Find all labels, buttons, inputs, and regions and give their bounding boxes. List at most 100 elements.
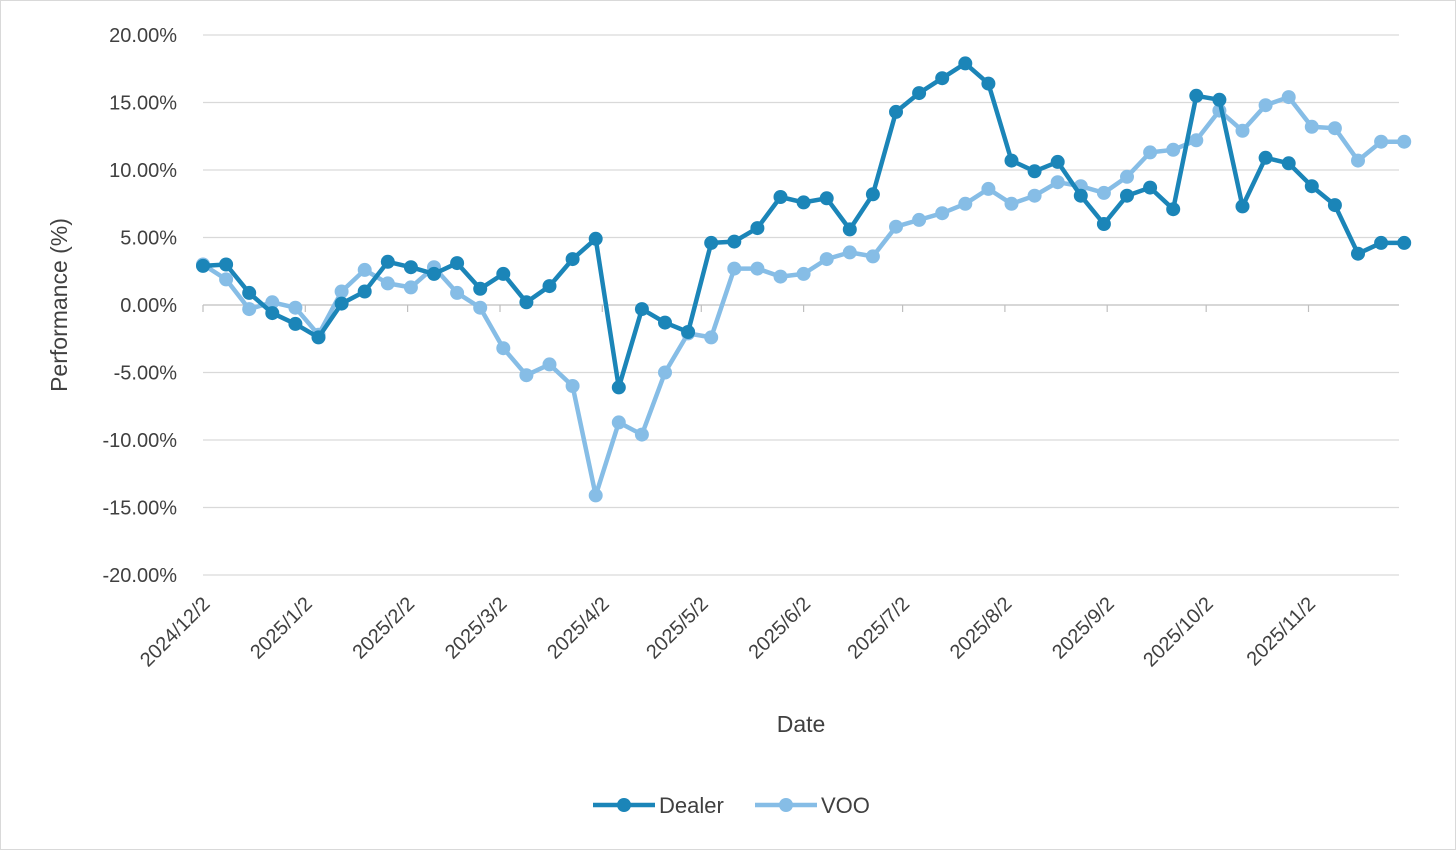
data-point (1327, 198, 1342, 213)
data-point (1397, 134, 1412, 149)
data-point (380, 254, 395, 269)
gridlines (203, 34, 1399, 576)
legend-label: VOO (821, 793, 870, 818)
data-point (542, 357, 557, 372)
data-point (519, 368, 534, 383)
data-point (889, 104, 903, 119)
data-point (1235, 123, 1250, 138)
x-tick-label: 2025/10/2 (1139, 593, 1217, 671)
data-point (750, 261, 765, 276)
data-point (796, 195, 811, 210)
x-tick-label: 2024/12/2 (136, 593, 214, 671)
x-tick-label: 2025/5/2 (642, 593, 713, 664)
data-point (519, 295, 534, 310)
data-point (265, 295, 280, 310)
data-point (935, 206, 950, 221)
x-tick-label: 2025/9/2 (1048, 593, 1119, 664)
data-point (1073, 188, 1088, 203)
data-point (403, 260, 418, 275)
data-point (750, 221, 765, 236)
data-point (1096, 217, 1111, 231)
data-point (565, 252, 580, 267)
data-point (912, 212, 927, 227)
x-axis-ticks: 2024/12/2 2025/1/2 2025/2/2 2025/3/2 2025/4/… (136, 305, 1320, 671)
data-point (912, 86, 927, 101)
data-point (1189, 88, 1204, 103)
data-point (1120, 188, 1134, 203)
data-point (611, 415, 626, 430)
data-point (1351, 246, 1365, 261)
y-axis-ticks: -20.00% -15.00% -10.00% -5.00% 0.00% 5.00% 10.… (103, 25, 178, 587)
data-point (219, 272, 234, 287)
data-point (634, 427, 649, 442)
data-point (981, 76, 996, 91)
data-point (588, 231, 603, 246)
data-point (473, 300, 488, 315)
data-point (1212, 92, 1227, 107)
x-tick-label: 2025/4/2 (543, 593, 614, 664)
data-point (242, 302, 257, 317)
y-tick-label: -15.00% (103, 498, 178, 520)
data-point (935, 71, 950, 86)
series-dealer (196, 56, 1412, 395)
data-point (658, 315, 672, 330)
data-point (634, 302, 649, 317)
data-point (357, 262, 372, 277)
x-tick-label: 2025/6/2 (745, 593, 816, 664)
data-point (1374, 235, 1389, 250)
data-point (1189, 133, 1204, 148)
legend-label: Dealer (659, 793, 724, 818)
data-point (773, 190, 788, 204)
data-point (450, 256, 465, 271)
data-point (842, 245, 857, 260)
data-point (1050, 175, 1065, 190)
data-point (1166, 142, 1181, 157)
data-point (704, 235, 719, 250)
data-point (865, 249, 880, 264)
legend-marker (617, 798, 631, 812)
data-point (1304, 119, 1319, 134)
data-point (496, 341, 511, 356)
data-point (542, 279, 557, 294)
data-point (565, 379, 580, 393)
data-point (380, 276, 395, 291)
y-tick-label: 15.00% (109, 93, 177, 115)
data-point (1397, 235, 1412, 250)
data-point (334, 296, 349, 311)
data-point (1374, 134, 1389, 149)
x-tick-label: 2025/11/2 (1243, 593, 1320, 670)
y-tick-label: -10.00% (103, 430, 178, 452)
y-tick-label: 20.00% (109, 25, 177, 47)
data-point (1143, 145, 1158, 160)
legend: Dealer VOO (593, 793, 870, 818)
data-point (865, 187, 880, 202)
data-point (981, 181, 996, 196)
legend-item-dealer: Dealer (593, 793, 724, 818)
series-lines (196, 56, 1412, 503)
x-tick-label: 2025/3/2 (441, 593, 512, 664)
data-point (819, 252, 834, 267)
data-point (1281, 90, 1296, 105)
y-tick-label: -20.00% (103, 565, 178, 587)
data-point (588, 488, 603, 503)
data-point (1004, 153, 1019, 168)
x-tick-label: 2025/2/2 (349, 593, 420, 664)
data-point (842, 222, 857, 237)
x-tick-label: 2025/7/2 (844, 593, 915, 664)
data-point (889, 219, 903, 234)
data-point (450, 285, 465, 300)
x-tick-label: 2025/8/2 (946, 593, 1017, 664)
data-point (796, 266, 811, 281)
x-tick-label: 2025/1/2 (246, 593, 317, 664)
data-point (1304, 179, 1319, 194)
series-line (202, 61, 1405, 390)
data-point (727, 234, 742, 249)
y-tick-label: -5.00% (114, 363, 178, 385)
data-point (1351, 153, 1365, 168)
data-point (288, 300, 303, 315)
data-point (681, 325, 696, 339)
data-point (773, 269, 788, 284)
data-point (1258, 150, 1273, 165)
data-point (1050, 154, 1065, 169)
